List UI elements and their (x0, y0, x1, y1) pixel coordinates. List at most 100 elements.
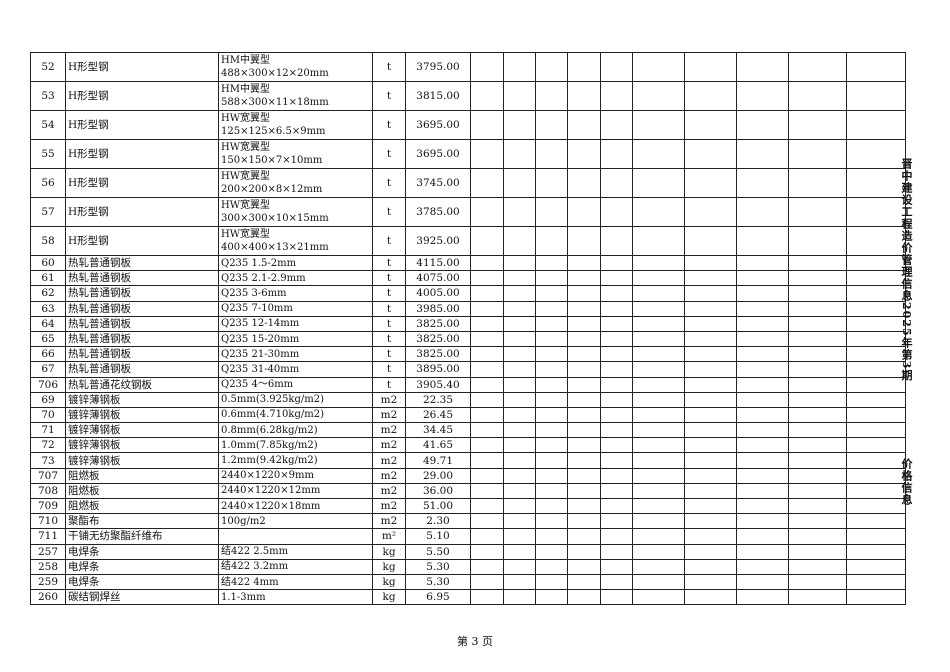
empty-cell (470, 346, 504, 363)
empty-cell (846, 226, 906, 256)
empty-cell (632, 168, 685, 198)
item-unit: t (372, 300, 406, 317)
table-row: 64 热轧普通钢板 Q235 12-14mm t 3825.00 (30, 315, 906, 332)
empty-cell (503, 285, 536, 302)
empty-cell (600, 422, 633, 439)
empty-cell (535, 422, 568, 439)
item-spec: HW宽翼型 125×125×6.5×9mm (218, 110, 373, 140)
empty-cell (535, 361, 568, 378)
item-number: 67 (30, 361, 66, 378)
empty-cell (846, 513, 906, 530)
empty-cell (567, 558, 601, 575)
item-price: 5.50 (405, 543, 471, 560)
empty-cell (736, 81, 789, 111)
item-unit: t (372, 376, 406, 393)
spec-line: 588×300×11×18mm (221, 97, 329, 108)
publication-title: 晋中建设工程造价管理信息2025年第3期 (900, 158, 913, 382)
empty-cell (470, 422, 504, 439)
empty-cell (503, 226, 536, 256)
empty-cell (503, 139, 536, 169)
empty-cell (600, 254, 633, 272)
empty-cell (600, 589, 633, 606)
empty-cell (788, 482, 847, 500)
empty-cell (470, 543, 504, 560)
item-spec: Q235 2.1-2.9mm (218, 270, 373, 287)
empty-cell (600, 168, 633, 198)
empty-cell (470, 52, 504, 82)
empty-cell (632, 543, 685, 560)
empty-cell (632, 528, 685, 545)
item-name: 镀锌薄钢板 (65, 422, 219, 439)
empty-cell (503, 346, 536, 363)
item-spec: Q235 7-10mm (218, 300, 373, 317)
spec-line: 100g/m2 (221, 515, 266, 527)
item-name: 热轧普通钢板 (65, 285, 219, 302)
item-name: 热轧普通花纹钢板 (65, 376, 219, 393)
empty-cell (846, 391, 906, 408)
empty-cell (503, 315, 536, 332)
empty-cell (684, 270, 737, 287)
empty-cell (600, 361, 633, 378)
empty-cell (535, 482, 568, 500)
price-table: 52 H形型钢 HM中翼型 488×300×12×20mm t 3795.00 53 H形型钢… (30, 52, 906, 606)
item-number: 710 (30, 513, 66, 530)
empty-cell (503, 452, 536, 469)
empty-cell (684, 226, 737, 256)
empty-cell (736, 573, 789, 591)
empty-cell (846, 285, 906, 302)
spec-line: HW宽翼型 (221, 171, 270, 182)
item-spec: HW宽翼型 200×200×8×12mm (218, 168, 373, 198)
empty-cell (788, 558, 847, 575)
empty-cell (736, 110, 789, 140)
table-row: 58 H形型钢 HW宽翼型 400×400×13×21mm t 3925.00 (30, 226, 906, 256)
table-row: 66 热轧普通钢板 Q235 21-30mm t 3825.00 (30, 346, 906, 363)
empty-cell (470, 330, 504, 348)
table-row: 56 H形型钢 HW宽翼型 200×200×8×12mm t 3745.00 (30, 168, 906, 198)
item-price: 26.45 (405, 406, 471, 424)
table-row: 67 热轧普通钢板 Q235 31-40mm t 3895.00 (30, 361, 906, 378)
empty-cell (684, 110, 737, 140)
empty-cell (600, 558, 633, 575)
item-price: 3825.00 (405, 346, 471, 363)
item-name: 镀锌薄钢板 (65, 391, 219, 408)
empty-cell (567, 422, 601, 439)
spec-line: HW宽翼型 (221, 200, 270, 211)
empty-cell (788, 513, 847, 530)
empty-cell (567, 376, 601, 393)
item-name: 阻燃板 (65, 497, 219, 515)
spec-line: Q235 21-30mm (221, 348, 300, 360)
empty-cell (736, 406, 789, 424)
empty-cell (684, 285, 737, 302)
empty-cell (846, 315, 906, 332)
empty-cell (632, 285, 685, 302)
empty-cell (470, 558, 504, 575)
empty-cell (567, 437, 601, 454)
empty-cell (788, 543, 847, 560)
empty-cell (684, 52, 737, 82)
item-spec: HW宽翼型 300×300×10×15mm (218, 197, 373, 227)
empty-cell (736, 422, 789, 439)
item-name: 热轧普通钢板 (65, 270, 219, 287)
empty-cell (788, 139, 847, 169)
empty-cell (846, 543, 906, 560)
empty-cell (535, 300, 568, 317)
empty-cell (788, 437, 847, 454)
empty-cell (736, 315, 789, 332)
empty-cell (846, 376, 906, 393)
empty-cell (503, 467, 536, 484)
item-name: 镀锌薄钢板 (65, 437, 219, 454)
table-row: 259 电焊条 结422 4mm kg 5.30 (30, 573, 906, 591)
empty-cell (846, 168, 906, 198)
empty-cell (736, 467, 789, 484)
item-number: 707 (30, 467, 66, 484)
empty-cell (470, 452, 504, 469)
empty-cell (684, 330, 737, 348)
empty-cell (684, 437, 737, 454)
spec-line: 1.2mm(9.42kg/m2) (221, 455, 318, 467)
empty-cell (632, 139, 685, 169)
empty-cell (846, 139, 906, 169)
empty-cell (736, 452, 789, 469)
item-name: H形型钢 (65, 226, 219, 256)
spec-line: HM中翼型 (221, 84, 270, 95)
empty-cell (535, 513, 568, 530)
